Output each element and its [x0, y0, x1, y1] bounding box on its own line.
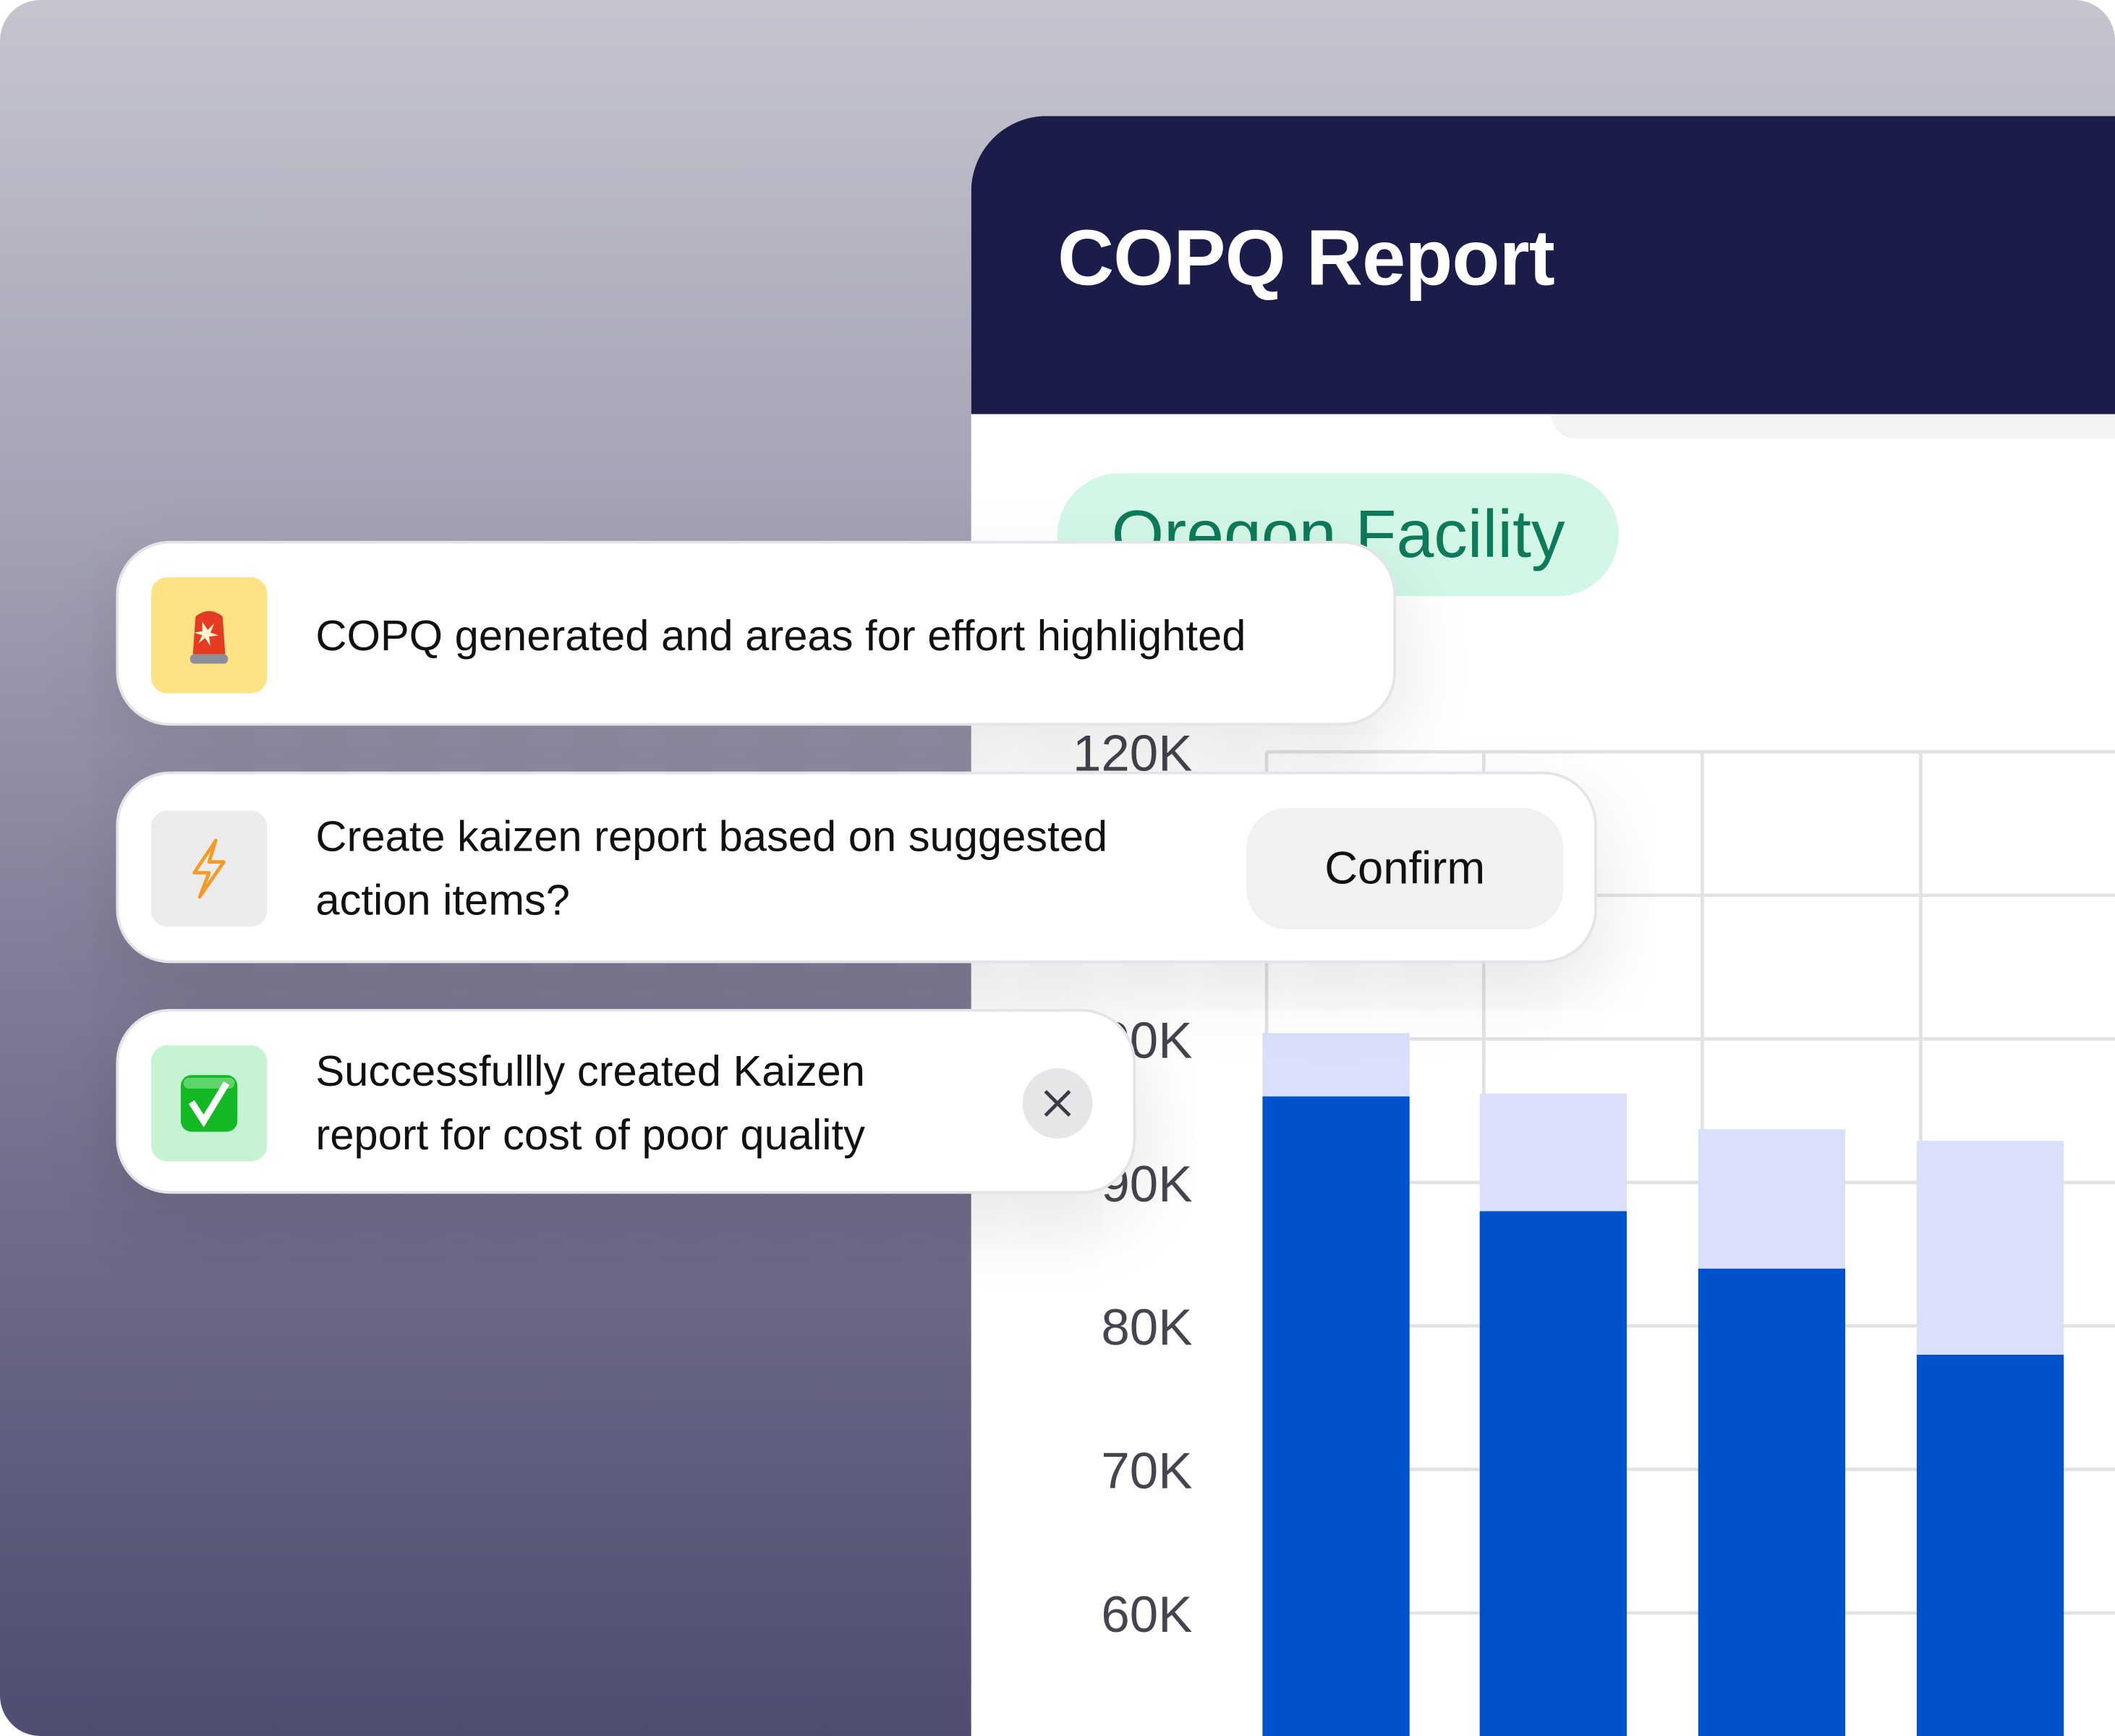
report-header: COPQ Report	[971, 116, 2115, 414]
notification-text: Successfullly created Kaizen report for …	[315, 1040, 865, 1167]
close-button[interactable]	[1022, 1068, 1093, 1139]
notification-create-kaizen: Create kaizen report based on suggested …	[116, 771, 1597, 963]
notification-text: Create kaizen report based on suggested …	[315, 805, 1107, 932]
notification-kaizen-created: Successfullly created Kaizen report for …	[116, 1008, 1136, 1194]
bar-segment	[1916, 1141, 2064, 1355]
check-mark-icon	[150, 1045, 268, 1162]
bar-segment	[1479, 1093, 1627, 1212]
text-line: report for cost of poor quality	[315, 1110, 865, 1159]
bar-segment	[1698, 1129, 1846, 1269]
bar-segment	[1262, 1096, 1410, 1736]
lightning-icon	[150, 810, 268, 927]
y-tick-label: 50K	[1101, 1729, 1192, 1736]
text-line: Successfullly created Kaizen	[315, 1047, 865, 1096]
close-icon	[1044, 1089, 1071, 1117]
text-line: action items?	[315, 875, 570, 924]
notification-copq-generated: COPQ generated and areas for effort high…	[116, 540, 1397, 726]
header-strip	[1551, 414, 2115, 439]
police-light-icon	[150, 577, 268, 694]
notification-text: COPQ generated and areas for effort high…	[315, 610, 1246, 660]
bar-segment	[1479, 1211, 1627, 1736]
bar-segment	[1698, 1268, 1846, 1736]
confirm-button[interactable]: Confirm	[1246, 808, 1564, 929]
y-tick-label: 70K	[1101, 1443, 1192, 1500]
text-line: Create kaizen report based on suggested	[315, 812, 1108, 861]
bar-segment	[1916, 1354, 2064, 1736]
bar-segment	[1262, 1033, 1410, 1097]
y-tick-label: 60K	[1101, 1586, 1192, 1643]
report-title: COPQ Report	[1058, 214, 1555, 302]
y-tick-label: 80K	[1101, 1299, 1192, 1356]
